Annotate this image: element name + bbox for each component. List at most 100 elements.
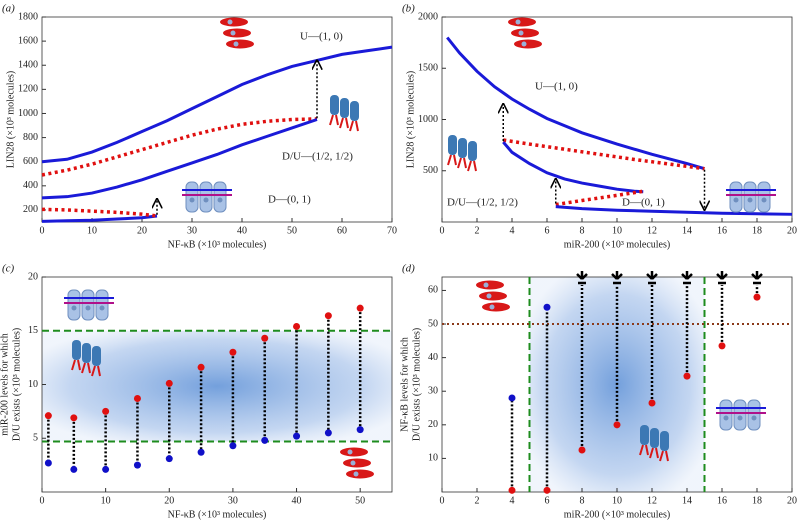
icon-stem: [716, 271, 728, 285]
y-tick-label: 30: [428, 386, 438, 397]
icon-part: [733, 197, 739, 203]
y-axis-label: LIN28 (×10³ molecules): [5, 71, 16, 169]
icon-part: [521, 41, 527, 47]
icon-part: [199, 181, 213, 213]
icon-part: [203, 197, 209, 203]
x-tick-label: 50: [355, 495, 365, 506]
icon-part: [659, 450, 669, 462]
curve: [555, 205, 793, 216]
icon-part: [339, 117, 349, 129]
y-tick-label: 1000: [418, 114, 438, 125]
y-tick-label: 50: [428, 318, 438, 329]
annotation: D—(0, 1): [622, 197, 665, 209]
x-tick-label: 12: [647, 225, 657, 236]
point: [293, 432, 301, 440]
x-tick-label: 8: [580, 225, 585, 236]
icon-part: [681, 271, 693, 285]
annotation: D/U—(1/2, 1/2): [282, 151, 353, 163]
x-tick-label: 0: [40, 225, 45, 236]
annotation: U—(1, 0): [535, 81, 578, 93]
point: [508, 394, 516, 402]
x-axis-label: miR-200 (×10³ molecules): [564, 509, 670, 520]
x-tick-label: 18: [752, 225, 762, 236]
x-tick-label: 60: [337, 225, 347, 236]
x-tick-label: 20: [787, 495, 797, 506]
icon-part: [71, 305, 77, 311]
point: [133, 461, 141, 469]
icon-part: [223, 28, 251, 38]
icon-part: [458, 138, 467, 158]
point: [44, 412, 52, 420]
icon-part: [489, 304, 495, 310]
panel-label: (d): [402, 263, 415, 275]
icon-part: [71, 359, 81, 371]
curve: [502, 141, 644, 194]
y-tick-label: 60: [428, 285, 438, 296]
curve: [41, 214, 158, 223]
curve: [555, 189, 644, 207]
icon-epithelial: [182, 181, 232, 213]
y-tick-label: 5: [33, 433, 38, 444]
annotation: U—(1, 0): [300, 31, 343, 43]
curve: [446, 36, 705, 171]
icon-part: [340, 98, 349, 118]
point: [718, 342, 726, 350]
point: [229, 348, 237, 356]
panel-label: (c): [2, 263, 15, 275]
annotation: D/U—(1/2, 1/2): [447, 197, 518, 209]
x-tick-label: 8: [580, 495, 585, 506]
icon-part: [747, 399, 761, 431]
icon-stem: [611, 271, 623, 285]
y-tick-label: 40: [428, 352, 438, 363]
icon-part: [81, 362, 91, 374]
icon-stem: [576, 271, 588, 285]
icon-stem: [646, 271, 658, 285]
point: [44, 459, 52, 467]
y-tick-label: 2000: [418, 11, 438, 22]
icon-part: [213, 181, 227, 213]
icon-part: [723, 415, 729, 421]
icon-part: [95, 289, 109, 321]
point: [70, 414, 78, 422]
icon-hybrid: [71, 340, 101, 377]
x-tick-label: 6: [545, 495, 550, 506]
x-tick-label: 30: [187, 225, 197, 236]
x-tick-label: 14: [682, 225, 692, 236]
plot-frame: [41, 16, 393, 223]
y-tick-label: 1200: [18, 84, 38, 95]
y-tick-label: 20: [28, 271, 38, 282]
icon-mesenchymal: [476, 280, 510, 312]
point: [165, 455, 173, 463]
y-tick-label: 1000: [18, 108, 38, 119]
y-tick-label: 1400: [18, 60, 38, 71]
icon-part: [447, 154, 457, 166]
icon-hybrid: [447, 135, 477, 172]
icon-part: [511, 28, 539, 38]
curve: [41, 207, 158, 218]
y-tick-label: 15: [28, 325, 38, 336]
point: [356, 426, 364, 434]
point: [356, 304, 364, 312]
icon-part: [611, 271, 623, 285]
point: [70, 465, 78, 473]
icon-part: [217, 197, 223, 203]
y-axis-label: NF-κB levels for which: [399, 337, 410, 432]
point: [261, 436, 269, 444]
icon-part: [483, 282, 489, 288]
icon-part: [457, 157, 467, 169]
icon-part: [660, 431, 669, 451]
icon-part: [729, 181, 743, 213]
icon-part: [350, 460, 356, 466]
icon-part: [518, 30, 524, 36]
y-tick-label: 200: [23, 204, 38, 215]
point: [102, 407, 110, 415]
y-axis-label: LIN28 (×10³ molecules): [405, 71, 416, 169]
icon-part: [347, 449, 353, 455]
icon-part: [91, 365, 101, 377]
point: [683, 372, 691, 380]
icon-part: [576, 271, 588, 285]
icon-part: [227, 19, 233, 25]
y-tick-label: 20: [428, 419, 438, 430]
y-tick-label: 10: [28, 379, 38, 390]
x-tick-label: 50: [287, 225, 297, 236]
